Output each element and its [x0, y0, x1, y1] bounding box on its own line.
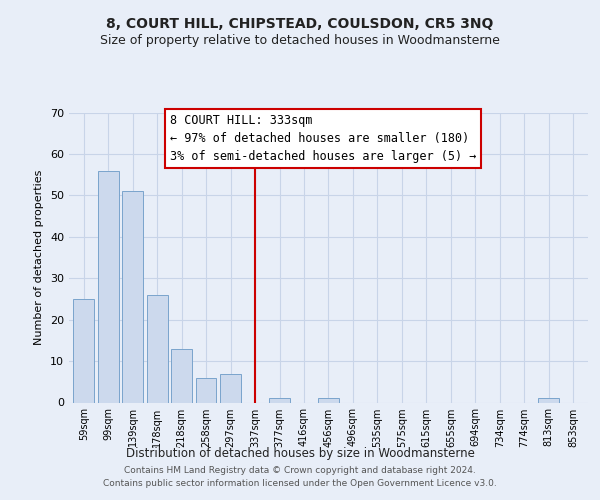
- Bar: [98, 170, 119, 402]
- Text: Distribution of detached houses by size in Woodmansterne: Distribution of detached houses by size …: [125, 448, 475, 460]
- Text: Contains HM Land Registry data © Crown copyright and database right 2024.
Contai: Contains HM Land Registry data © Crown c…: [103, 466, 497, 487]
- Bar: [147, 295, 167, 403]
- Bar: [269, 398, 290, 402]
- Bar: [538, 398, 559, 402]
- Text: Size of property relative to detached houses in Woodmansterne: Size of property relative to detached ho…: [100, 34, 500, 47]
- Text: 8 COURT HILL: 333sqm
← 97% of detached houses are smaller (180)
3% of semi-detac: 8 COURT HILL: 333sqm ← 97% of detached h…: [170, 114, 476, 163]
- Bar: [318, 398, 339, 402]
- Bar: [171, 348, 192, 403]
- Y-axis label: Number of detached properties: Number of detached properties: [34, 170, 44, 345]
- Bar: [73, 299, 94, 403]
- Bar: [196, 378, 217, 402]
- Bar: [220, 374, 241, 402]
- Bar: [122, 191, 143, 402]
- Text: 8, COURT HILL, CHIPSTEAD, COULSDON, CR5 3NQ: 8, COURT HILL, CHIPSTEAD, COULSDON, CR5 …: [106, 18, 494, 32]
